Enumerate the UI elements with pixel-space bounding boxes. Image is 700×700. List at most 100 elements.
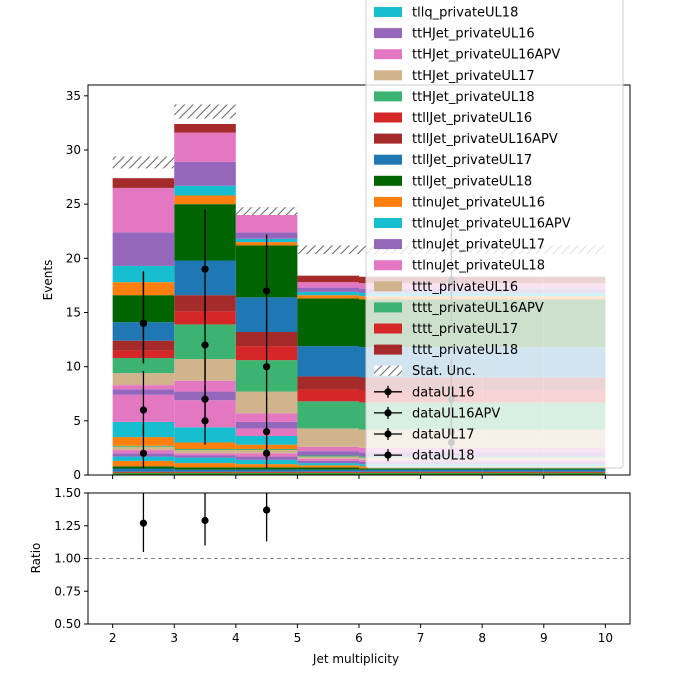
y-tick-label: 30	[66, 143, 81, 157]
data-point	[263, 363, 271, 371]
stack-bar	[235, 472, 298, 475]
stack-bar	[174, 471, 236, 473]
data-point	[139, 449, 148, 457]
y-tick-label: 15	[66, 306, 81, 320]
ratio-point	[139, 519, 148, 527]
stack-bar	[482, 468, 544, 470]
legend-swatch	[374, 196, 402, 207]
x-tick-label: 3	[170, 631, 178, 645]
ratio-point	[201, 516, 209, 525]
legend-marker	[384, 451, 392, 459]
ratio-y-tick-label: 0.50	[54, 617, 81, 631]
legend-label: tttt_privateUL16APV	[412, 301, 544, 316]
legend-swatch	[374, 70, 402, 81]
legend-label: ttHJet_privateUL16	[412, 27, 535, 42]
stack-bar	[112, 232, 175, 266]
stack-bar	[543, 471, 606, 473]
stack-bar	[112, 178, 175, 188]
legend: tllq_privateUL18 ttHJet_privateUL16 ttHJet…	[365, 0, 624, 469]
stack-bar	[297, 295, 359, 299]
ratio-y-tick-label: 1.25	[54, 519, 81, 533]
stack-bar	[174, 463, 236, 468]
legend-swatch	[374, 281, 402, 292]
ratio-panel: 0.50 0.75 1.00 1.25 1.50 2 3 4 5 6 7 8 9 10 Ratio Je…	[29, 486, 631, 666]
x-tick-label: 10	[598, 631, 613, 645]
stack-bar	[174, 450, 236, 454]
stat-unc-box	[235, 207, 298, 215]
stack-bar	[174, 453, 236, 456]
data-point	[263, 428, 271, 436]
stack-bar	[112, 358, 175, 374]
stack-bar	[359, 468, 421, 470]
legend-label: ttllJet_privateUL18	[412, 174, 532, 189]
legend-label: ttlnuJet_privateUL16	[412, 195, 545, 210]
legend-label: ttlnuJet_privateUL17	[412, 238, 545, 253]
legend-label: tttt_privateUL16	[412, 280, 518, 295]
stack-bar	[235, 471, 298, 473]
stack-bar	[543, 468, 606, 470]
stack-bar	[297, 446, 359, 452]
y-tick-label: 0	[73, 468, 81, 482]
y-tick-label: 20	[66, 251, 81, 265]
stack-bar	[297, 282, 359, 288]
legend-swatch	[374, 323, 402, 334]
legend-label: ttHJet_privateUL16APV	[412, 48, 560, 63]
stack-bar	[174, 449, 236, 451]
data-point	[139, 406, 148, 414]
legend-swatch	[374, 28, 402, 39]
data-point	[201, 341, 209, 349]
ratio-y-tick-label: 1.50	[54, 486, 81, 500]
data-point	[201, 395, 209, 403]
stack-bar	[359, 472, 421, 475]
ratio-y-label: Ratio	[29, 543, 43, 574]
y-tick-label: 5	[73, 414, 81, 428]
legend-swatch	[374, 239, 402, 250]
main-y-label: Events	[41, 260, 55, 301]
stack-bar	[112, 471, 175, 473]
legend-label: tttt_privateUL18	[412, 343, 518, 358]
legend-swatch	[374, 91, 402, 102]
stack-bar	[297, 463, 359, 466]
stack-bar	[174, 455, 236, 458]
ratio-y-axis: 0.50 0.75 1.00 1.25 1.50	[54, 486, 88, 631]
legend-swatch	[374, 133, 402, 144]
y-tick-label: 10	[66, 360, 81, 374]
legend-label: tttt_privateUL17	[412, 322, 518, 337]
x-tick-label: 9	[540, 631, 548, 645]
legend-swatch	[374, 218, 402, 228]
legend-swatch	[374, 344, 402, 355]
legend-label: ttllJet_privateUL17	[412, 153, 532, 168]
data-point	[139, 319, 148, 327]
stack-bar	[297, 291, 359, 296]
legend-marker	[384, 409, 392, 417]
x-tick-label: 6	[355, 631, 363, 645]
stack-bar	[482, 469, 544, 472]
stack-bar	[297, 287, 359, 292]
legend-label: Stat. Unc.	[412, 364, 476, 379]
stack-bar	[297, 458, 359, 461]
legend-label: ttllJet_privateUL16APV	[412, 132, 558, 147]
legend-label: tllq_privateUL18	[412, 6, 518, 21]
stack-bar	[297, 298, 359, 347]
x-tick-label: 4	[232, 631, 240, 645]
stack-bar	[359, 469, 421, 472]
ratio-y-tick-label: 1.00	[54, 552, 81, 566]
legend-swatch	[374, 260, 402, 271]
x-axis-label: Jet multiplicity	[312, 652, 399, 666]
legend-label: ttllJet_privateUL16	[412, 111, 532, 126]
stack-bar	[112, 472, 175, 475]
legend-hatch-swatch	[374, 365, 402, 376]
x-tick-label: 7	[417, 631, 425, 645]
data-point	[201, 265, 209, 273]
ratio-point	[263, 506, 271, 514]
main-x-ticks	[112, 475, 606, 479]
stack-bar	[420, 471, 483, 473]
legend-swatch	[374, 112, 402, 123]
stack-bar	[420, 472, 483, 475]
stack-bar	[174, 195, 236, 205]
stack-bar	[297, 275, 359, 283]
legend-label: dataUL17	[412, 428, 475, 443]
stack-bar	[359, 471, 421, 473]
legend-swatch	[374, 302, 402, 313]
stack-bar	[112, 187, 175, 233]
